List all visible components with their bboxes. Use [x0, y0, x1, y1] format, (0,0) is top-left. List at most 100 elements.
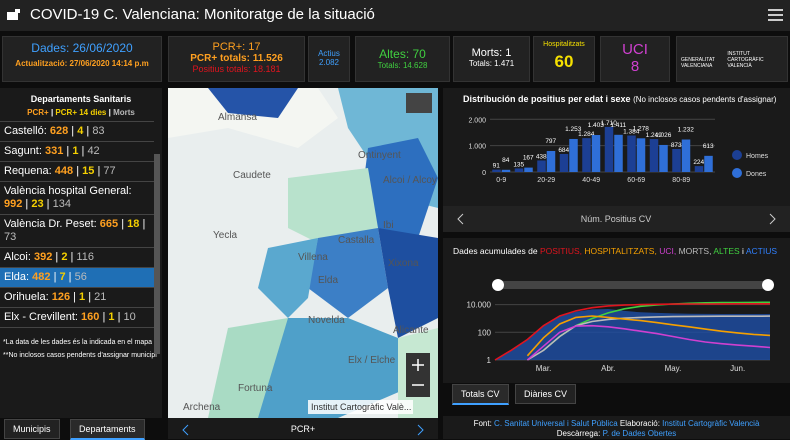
y-tick-label: 1: [487, 356, 492, 365]
legend-label: Homes: [746, 153, 769, 160]
morts: 83: [92, 125, 105, 137]
pcr14: 23: [31, 198, 44, 210]
name: Orihuela:: [4, 291, 49, 303]
place-label: Xixona: [388, 258, 419, 269]
pcr: 392: [33, 251, 53, 263]
logo-icv: INSTITUT CARTOGRÀFIC VALENCIÀ: [727, 51, 764, 69]
region: [208, 318, 288, 418]
sep: |: [73, 291, 76, 303]
departments-panel: Departaments Sanitaris PCR+ | PCR+ 14 di…: [0, 88, 162, 418]
scrollbar[interactable]: [154, 154, 160, 354]
value-label: 224: [693, 159, 704, 166]
notes: *La data de les dades és la indicada en …: [0, 328, 162, 370]
handle[interactable]: [492, 279, 504, 291]
bar: [627, 135, 636, 172]
value-label: 91: [493, 163, 501, 170]
bar: [559, 153, 569, 172]
date-card: Dades: 26/06/2020 Actualització: 27/06/20…: [2, 36, 162, 82]
tab-totals[interactable]: Totals CV: [452, 384, 509, 405]
tab-departaments[interactable]: Departaments: [70, 419, 145, 440]
name: Sagunt:: [4, 145, 42, 157]
bar: [694, 166, 704, 172]
title: COVID-19 C. Valenciana: Monitoratge de l…: [30, 6, 375, 23]
footer-link: Institut Cartogràfic Valencià: [662, 419, 760, 428]
x-tick-label: May.: [665, 364, 682, 373]
place-label: Fortuna: [238, 383, 273, 394]
tab-diaries[interactable]: Diàries CV: [515, 384, 577, 404]
line: [526, 324, 771, 361]
department-row: Requena: 448 | 15 | 77: [0, 162, 154, 182]
sep: |: [25, 198, 29, 210]
uci-value: 8: [630, 58, 640, 75]
place-label: Elda: [318, 275, 338, 286]
subtitle: (No inclosos casos pendents d'assignar): [633, 95, 777, 104]
pcr14: 7: [59, 271, 66, 283]
bar: [582, 138, 591, 172]
department-row: Sagunt: 331 | 1 | 42: [0, 142, 154, 162]
sep: |: [86, 125, 90, 137]
app-icon: [7, 9, 20, 20]
header: COVID-19 C. Valenciana: Monitoratge de l…: [0, 0, 790, 31]
name: Elda:: [4, 271, 30, 283]
tab-municipis[interactable]: Municipis: [4, 419, 60, 439]
place-label: Alicante: [393, 325, 429, 336]
value-label: 1.403: [588, 122, 605, 129]
age-chart: Distribución de positius per edat i sexe…: [443, 88, 790, 232]
hosp-card: Hospitalitzats 60: [533, 36, 595, 82]
note: *La data de les dades és la indicada en …: [3, 339, 153, 346]
place-label: Ontinyent: [358, 150, 401, 161]
slider[interactable]: [498, 281, 768, 289]
bar: [704, 155, 713, 172]
pcr: 665: [99, 218, 119, 230]
date: Dades: 26/06/2020: [31, 41, 133, 55]
menu[interactable]: [768, 8, 784, 22]
sep: |: [81, 145, 85, 157]
chart-title: Distribución de positius per edat i sexe…: [463, 94, 777, 104]
title-part: ACTIUS: [746, 246, 778, 256]
morts: 56: [74, 271, 87, 283]
legend-pcr: PCR+: [27, 108, 49, 117]
bar: [681, 139, 691, 172]
name: València hospital General:: [4, 185, 132, 197]
sep: |: [68, 271, 72, 283]
region: [248, 318, 408, 418]
sep: |: [46, 198, 50, 210]
value-label: 873: [671, 142, 682, 149]
morts: Morts: 1: [471, 47, 512, 59]
bar: [492, 169, 501, 172]
arrows[interactable]: [457, 213, 776, 225]
departments-list: Castelló: 628 | 4 | 83 Sagunt: 331 | 1 | …: [0, 121, 154, 328]
uci: UCI: [622, 41, 648, 58]
handle[interactable]: [762, 279, 774, 291]
region: [288, 168, 378, 248]
map-footer: [168, 418, 438, 439]
hosp: Hospitalitzats: [543, 41, 585, 48]
name: Alcoi:: [4, 251, 31, 263]
pcr: 126: [51, 291, 71, 303]
note: **No inclosos casos pendents d'assignar …: [3, 352, 157, 359]
morts: 42: [87, 145, 100, 157]
arrows[interactable]: [182, 424, 424, 436]
sep: |: [108, 108, 111, 117]
map-menu[interactable]: [406, 93, 432, 113]
name: Requena:: [4, 165, 52, 177]
place-label: Alcoi / Alcoy: [383, 175, 437, 186]
line: [526, 315, 771, 361]
sep: |: [102, 311, 106, 323]
title: Distribución de positius per edat i sexe: [463, 94, 631, 104]
value-label: 438: [536, 153, 547, 160]
pcr14: 1: [72, 145, 79, 157]
nav: [443, 206, 790, 232]
bar: [591, 135, 601, 172]
region: [168, 88, 338, 148]
actius-card: Actius 2.082: [308, 36, 350, 82]
y-tick-label: 0: [482, 170, 486, 177]
title-part: HOSPITALITZATS,: [584, 246, 656, 256]
title-part: i: [742, 246, 744, 256]
footer: Font: C. Sanitat Universal i Salut Públi…: [443, 416, 790, 439]
y-tick-label: 2.000: [468, 117, 486, 124]
region: [258, 238, 318, 318]
pcr14: 1: [108, 311, 115, 323]
pcr14: 4: [77, 125, 84, 137]
map: Institut Cartogràfic Valè... PCR+ Almans…: [168, 88, 438, 439]
